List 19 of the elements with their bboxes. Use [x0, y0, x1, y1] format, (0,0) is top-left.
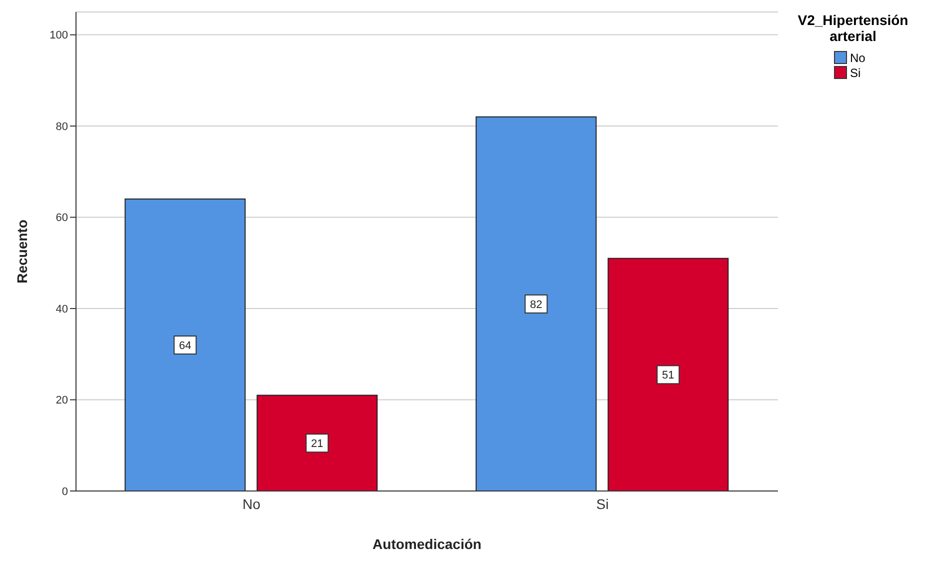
y-tick-label: 20 — [56, 394, 68, 407]
bar — [476, 116, 597, 491]
y-tick-label: 100 — [50, 30, 68, 42]
legend-label: No — [849, 50, 866, 65]
y-tick-label: 40 — [56, 303, 68, 316]
bar — [124, 198, 246, 491]
y-tick-label: 0 — [62, 486, 68, 498]
y-axis-title: Recuento — [14, 220, 30, 284]
data-label: 21 — [311, 438, 324, 450]
x-axis-title: Automedicación — [372, 536, 482, 552]
data-label: 82 — [530, 298, 542, 311]
legend-label: Si — [849, 65, 862, 80]
data-label: 64 — [179, 340, 192, 352]
y-tick-label: 80 — [56, 120, 68, 133]
y-tick-label: 60 — [56, 212, 68, 224]
bar — [256, 394, 378, 491]
bar — [608, 258, 729, 491]
legend-title: V2_Hipertensión arterial — [796, 12, 910, 44]
data-label: 51 — [662, 370, 674, 382]
